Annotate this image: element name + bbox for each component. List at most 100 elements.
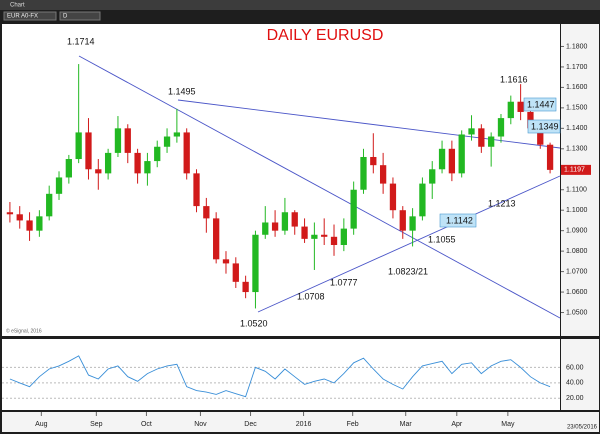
candle-body [281,212,289,231]
annotation: 1.1349 [531,121,559,131]
candle-body [203,206,210,219]
y-tick-label: 1.1500 [566,105,588,112]
interval: D [63,14,68,20]
candle-body [213,218,220,260]
annotation: 1.1055 [428,234,456,244]
price-axis [561,24,599,336]
x-tick-label: Mar [400,421,413,428]
y-tick-label: 1.1800 [566,43,588,50]
candle-body [379,165,387,184]
y-tick-label: 1.0700 [566,268,588,275]
candle-body [262,222,269,235]
indicator-tick-label: 40.00 [566,380,584,387]
y-tick-label: 1.1400 [566,125,588,132]
indicator-tick-label: 20.00 [566,395,584,402]
annotation: 1.1495 [168,86,196,96]
candle-body [193,173,200,207]
symbol: EUR A0-FX [7,14,38,20]
annotation: 1.1714 [67,36,95,46]
y-tick-label: 1.0600 [566,289,588,296]
candle-body [468,128,475,135]
trendline [257,175,561,313]
candle-body [321,234,328,237]
candle-body [311,234,318,239]
candle-body [252,234,259,293]
candle-body [242,281,249,293]
y-tick-label: 1.0800 [566,248,588,255]
time-axis [2,412,599,432]
candle-body [301,226,308,239]
interval-box[interactable] [59,11,101,21]
annotation-box [527,119,561,134]
annotation-box [439,213,477,228]
candle-body [517,101,524,112]
candle-body [340,228,347,245]
candle-body [46,193,53,217]
chart-title: DAILY EURUSD [267,27,384,44]
annotation: 1.1616 [500,74,528,84]
candle-body [429,169,436,184]
candle-body [104,152,112,174]
annotation: 1.1213 [488,198,516,208]
annotation: 1.1447 [527,99,555,109]
trendlines [78,55,561,319]
candle-body [124,128,131,153]
current-price-tag [561,164,591,175]
candle-body [114,128,122,153]
candle-body [232,263,239,282]
symbol-box[interactable] [3,11,57,21]
indicator-axis [561,339,599,410]
candle-body [458,134,465,174]
y-tick-label: 1.0900 [566,228,588,235]
window-title: Chart [10,3,25,9]
candle-body [360,156,367,190]
candle-body [448,148,456,174]
y-tick-label: 1.0500 [566,309,588,316]
candle-body [154,146,161,162]
indicator-pane [2,339,560,410]
title-bar [0,0,600,10]
candle-body [370,156,377,166]
candle-body [419,183,426,217]
candle-body [183,132,190,174]
price-pane [2,24,560,336]
candle-body [85,132,92,170]
candle-body [144,161,151,174]
candle-body [95,169,102,174]
y-tick-label: 1.1700 [566,64,588,71]
candle-body [507,101,514,119]
annotation: 1.0520 [240,318,268,328]
candle-body [75,132,82,160]
trendline [78,55,561,319]
indicator-tick-label: 60.00 [566,364,584,371]
annotation: 1.0777 [330,277,358,287]
candle-body [163,136,171,147]
candle-body [537,128,544,145]
candle-body [389,183,397,211]
copyright: © eSignal, 2016 [6,327,42,334]
candle-body [330,236,338,245]
indicator-line [9,355,551,398]
y-tick-label: 1.1600 [566,84,588,91]
candle-body [16,214,23,221]
candle-body [478,128,485,147]
x-tick-label: May [501,421,515,428]
annotations: 1.1714 1.1495 1.0520 1.0708 1.0777 1.082… [67,36,561,328]
candle-body [497,118,505,137]
candle-body [222,259,230,264]
x-tick-label: 2016 [296,421,312,428]
toolbar [0,10,600,22]
candle-body [65,159,72,178]
date-label: 23/05/2016 [567,425,598,431]
x-tick-label: Dec [244,421,257,428]
y-tick-label: 1.1300 [566,146,588,153]
candle-body [488,136,495,147]
y-tick-label: 1.1100 [566,187,587,194]
candle-body [409,216,416,231]
candle-body [399,210,406,231]
candle-body [173,132,181,137]
candle-body [271,222,279,231]
candle-body [546,144,554,170]
